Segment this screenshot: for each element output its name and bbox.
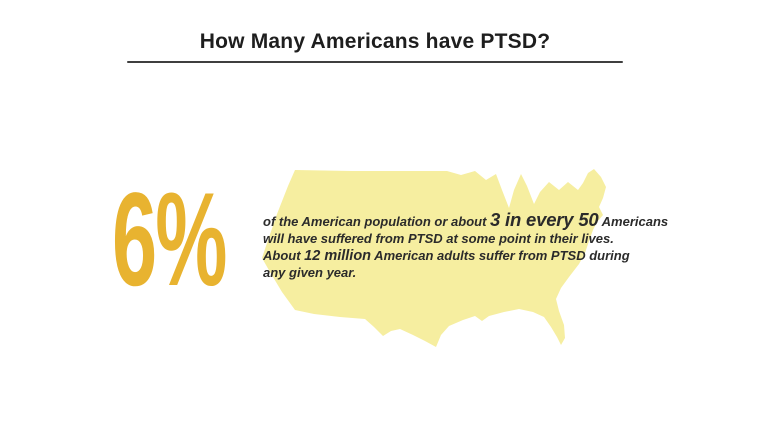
usa-map-icon <box>262 169 606 347</box>
stat-millions: 12 million <box>304 248 372 264</box>
description-segment: Americans <box>598 214 669 229</box>
description-segment: About <box>263 248 305 263</box>
usa-map-shape <box>262 169 606 347</box>
stat-ratio: 3 in every 50 <box>490 209 599 230</box>
stat-percentage: 6% <box>112 174 227 316</box>
stat-percentage-value: 6% <box>112 166 227 314</box>
description-segment: will have suffered from PTSD at some poi… <box>263 231 614 246</box>
description-text: of the American population or about 3 in… <box>263 209 683 281</box>
title-underline <box>127 61 623 63</box>
description-segment: any given year. <box>263 265 357 280</box>
page-title: How Many Americans have PTSD? <box>199 30 551 53</box>
header: How Many Americans have PTSD? <box>127 28 623 63</box>
description-segment: of the American population or about <box>263 214 491 229</box>
description-segment: American adults suffer from PTSD during <box>371 248 630 263</box>
